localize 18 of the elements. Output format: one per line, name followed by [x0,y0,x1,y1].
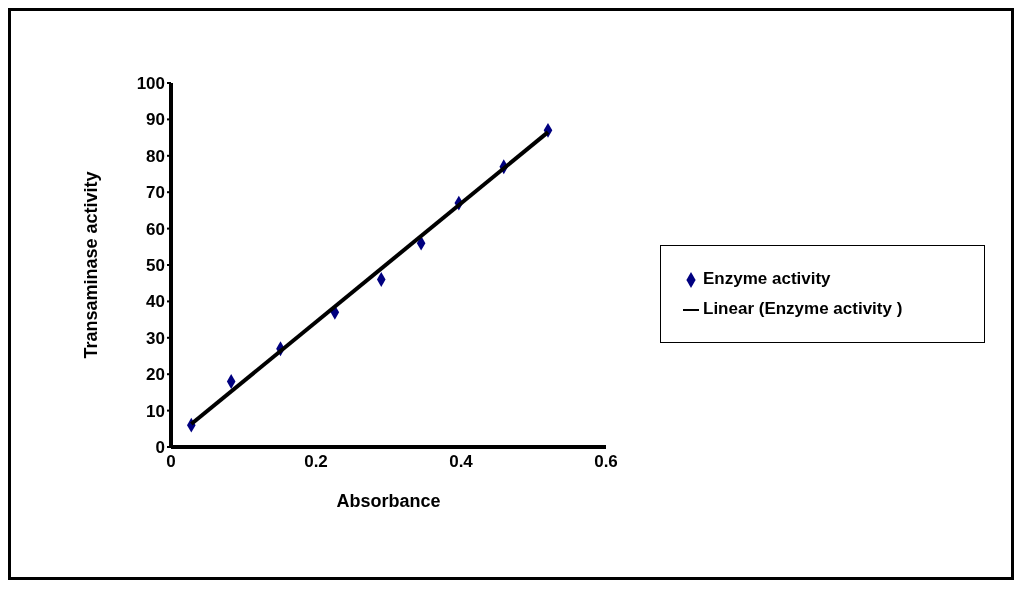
y-tick-label: 50 [146,256,165,276]
y-tick-label: 30 [146,328,165,348]
y-tick-label: 70 [146,183,165,203]
y-tick-label: 0 [155,438,165,458]
y-tick-label: 10 [146,401,165,421]
y-tick-label: 80 [146,146,165,166]
x-tick-label: 0.4 [449,452,474,472]
y-tick-label: 60 [146,219,165,239]
y-tick-label: 100 [136,74,165,94]
y-tick-label: 40 [146,292,165,312]
x-tick-label: 0.6 [594,452,618,472]
y-axis-title: Transaminase activity [81,171,102,359]
x-tick-label: 0.2 [304,452,328,472]
y-tick-label: 90 [146,110,165,130]
y-tick-label: 20 [146,365,165,385]
x-axis-title: Absorbance [336,491,441,511]
legend-label: Enzyme activity [703,269,831,288]
legend-label: Linear (Enzyme activity ) [703,299,903,318]
